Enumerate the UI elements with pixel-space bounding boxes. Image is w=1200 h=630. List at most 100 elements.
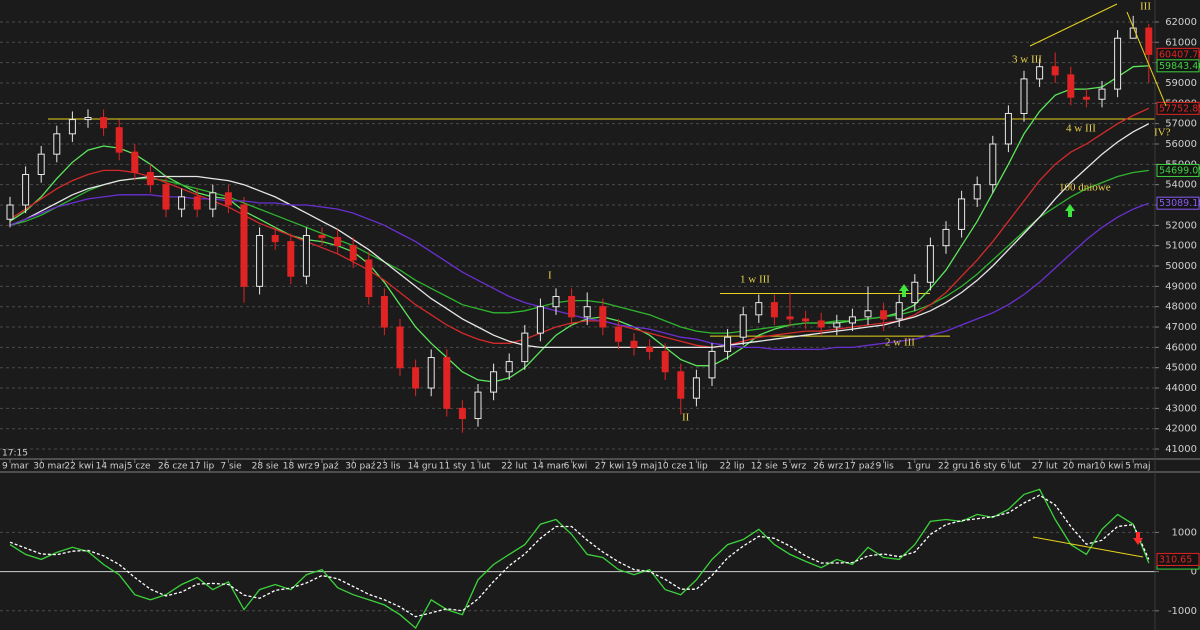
up-arrow: [899, 284, 909, 297]
y-tick-label: 41000: [1165, 444, 1197, 455]
y-tick-label: 43000: [1165, 403, 1197, 414]
candle-body: [817, 320, 825, 328]
line-series: [9, 123, 1150, 349]
x-tick-label: 19 maj: [626, 462, 657, 472]
candle-body: [926, 245, 934, 283]
x-tick-label: 17 paź: [844, 462, 875, 472]
candle-body: [37, 153, 45, 175]
candle-body: [630, 340, 638, 348]
x-tick-label: 27 kwi: [595, 462, 624, 472]
y-tick-label: 42000: [1165, 424, 1197, 435]
candle-body: [786, 316, 794, 320]
value-box-label: 53089.18: [1159, 198, 1200, 209]
osc-grid: [0, 531, 1155, 612]
candle-body: [973, 184, 981, 200]
y-tick-label: 45000: [1165, 363, 1197, 374]
candle-body: [365, 259, 373, 298]
candle-body: [287, 241, 295, 277]
candle-body: [146, 171, 154, 186]
x-tick-label: 6 lut: [1000, 462, 1021, 472]
up-arrow: [1065, 204, 1075, 217]
y-tick-label: 0: [1191, 567, 1197, 578]
candle-body: [100, 117, 108, 129]
candle-body: [380, 296, 388, 328]
x-tick-label: 14 gru: [408, 462, 437, 472]
candle-body: [6, 204, 14, 220]
candle-body: [209, 192, 217, 210]
candle-body: [224, 192, 232, 206]
annotation: III: [1140, 1, 1151, 13]
value-box: [1156, 59, 1200, 73]
y-tick-label: 50000: [1165, 261, 1197, 272]
x-tick-label: 1 lut: [470, 462, 491, 472]
candle-body: [646, 346, 654, 352]
y-tick-label: 49000: [1165, 281, 1197, 292]
value-box-label: 57752.85: [1159, 103, 1200, 114]
x-tick-label: 9 mar: [2, 462, 29, 472]
candle-body: [458, 407, 466, 420]
down-arrow: [1133, 532, 1143, 545]
main-grid: [0, 21, 1155, 450]
x-tick-label: 26 wrz: [813, 462, 843, 472]
candle-body: [833, 322, 841, 328]
candle-body: [318, 235, 326, 239]
annotation: II: [682, 412, 690, 424]
candle-body: [84, 117, 92, 121]
annotation: IV?: [1154, 127, 1171, 139]
x-tick-label: 1 gru: [907, 462, 931, 472]
x-tick-label: 10 kwi: [1094, 462, 1123, 472]
x-tick-label: 28 sie: [252, 462, 280, 472]
x-tick-label: 22 lip: [720, 462, 745, 472]
candle-body: [1067, 74, 1075, 98]
candle-body: [770, 302, 778, 318]
candle-body: [739, 314, 747, 338]
candle-body: [68, 119, 76, 135]
x-tick-label: 1 lip: [688, 462, 708, 472]
x-tick-label: 17 lip: [189, 462, 214, 472]
y-tick-label: 47000: [1165, 322, 1197, 333]
value-box-label: 60407.78: [1159, 49, 1200, 60]
candle-body: [256, 235, 264, 287]
x-tick-label: 22 kwi: [64, 462, 93, 472]
candle-body: [1145, 27, 1153, 55]
value-box: [1156, 196, 1200, 210]
candle-body: [178, 196, 186, 210]
candle-body: [443, 357, 451, 409]
candle-body: [1036, 66, 1044, 80]
y-tick-label: 46000: [1165, 342, 1197, 353]
x-tick-label: 12 sie: [751, 462, 779, 472]
annotation: I: [548, 270, 552, 282]
x-tick-label: 22 lut: [501, 462, 528, 472]
x-tick-label: 9 lis: [876, 462, 895, 472]
y-tick-label: 56000: [1165, 139, 1197, 150]
candle-body: [53, 133, 61, 155]
candle-body: [1004, 112, 1012, 145]
y-tick-label: 59000: [1165, 78, 1197, 89]
candle-body: [131, 151, 139, 173]
candle-body: [942, 228, 950, 247]
trend-line: [1126, 11, 1167, 107]
y-tick-label: 57000: [1165, 119, 1197, 130]
x-tick-label: 5 cze: [127, 462, 151, 472]
candle-body: [848, 316, 856, 324]
annotation: 100 dniowe: [1059, 182, 1111, 194]
x-tick-label: 6 kwi: [564, 462, 588, 472]
candle-body: [334, 237, 342, 247]
x-tick-label: 5 wrz: [782, 462, 807, 472]
x-tick-label: 14 mar: [532, 462, 565, 472]
candle-body: [1082, 96, 1090, 100]
candle-body: [115, 127, 123, 153]
x-tick-label: 20 mar: [1063, 462, 1096, 472]
candle-body: [302, 235, 310, 277]
x-tick-label: 11 sty: [439, 462, 468, 472]
trend-line: [1029, 3, 1118, 47]
y-tick-label: 44000: [1165, 383, 1197, 394]
value-box-label: 310.65: [1159, 554, 1192, 565]
candle-body: [1098, 88, 1106, 100]
y-tick-label: 51000: [1165, 241, 1197, 252]
candle-body: [880, 310, 888, 320]
candle-body: [349, 245, 357, 261]
y-tick-label: 61000: [1165, 37, 1197, 48]
candle-body: [677, 371, 685, 399]
